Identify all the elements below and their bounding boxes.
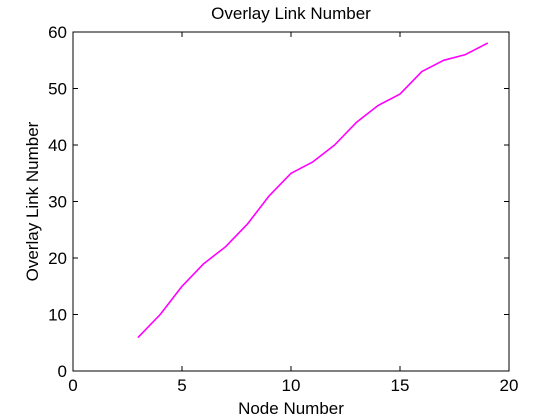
y-tick-label: 60 bbox=[48, 23, 67, 42]
y-tick-label: 0 bbox=[58, 362, 67, 381]
y-tick-label: 10 bbox=[48, 306, 67, 325]
y-tick-label: 20 bbox=[48, 249, 67, 268]
y-tick-label: 40 bbox=[48, 136, 67, 155]
x-tick-label: 20 bbox=[500, 376, 519, 395]
x-tick-label: 10 bbox=[282, 376, 301, 395]
y-tick-label: 50 bbox=[48, 80, 67, 99]
x-tick-label: 15 bbox=[391, 376, 410, 395]
tick-marks bbox=[72, 31, 510, 372]
x-tick-label: 5 bbox=[177, 376, 186, 395]
tick-labels: 0 5 10 15 20 0 10 20 30 40 50 60 bbox=[48, 23, 518, 395]
chart-title: Overlay Link Number bbox=[211, 4, 371, 23]
y-tick-label: 30 bbox=[48, 193, 67, 212]
series-line bbox=[137, 42, 489, 338]
x-axis-label: Node Number bbox=[238, 399, 344, 418]
series-group bbox=[137, 42, 489, 338]
plot-area bbox=[72, 31, 510, 372]
x-tick-label: 0 bbox=[68, 376, 77, 395]
y-axis-label: Overlay Link Number bbox=[23, 121, 42, 281]
